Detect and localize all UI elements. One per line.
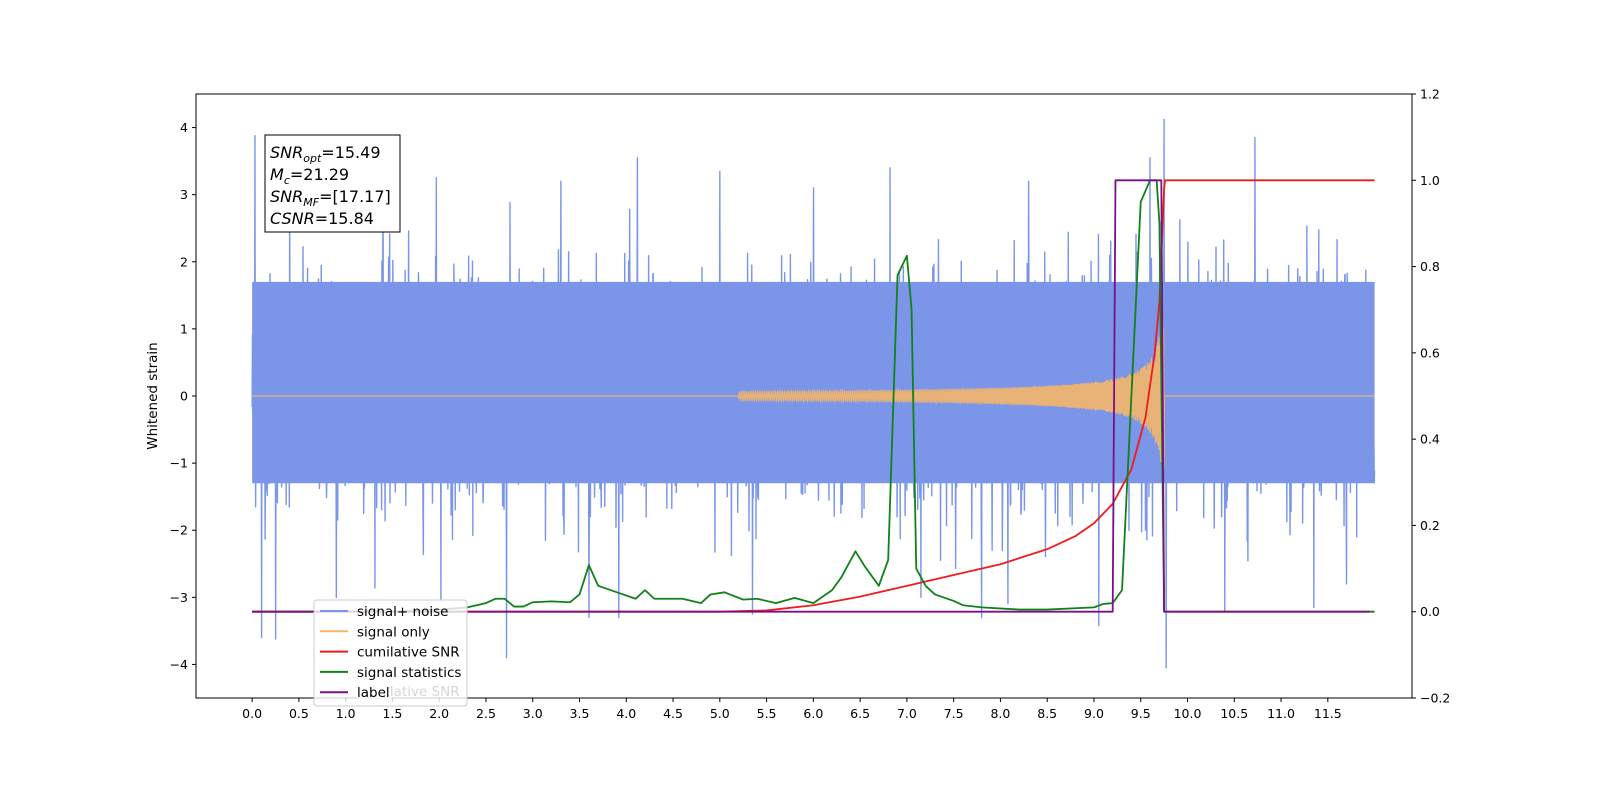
y2-tick-label: −0.2 — [1420, 691, 1450, 706]
x-tick-label: 9.0 — [1084, 706, 1104, 721]
legend-label: cumilative SNR — [357, 645, 460, 661]
x-tick-label: 5.5 — [757, 706, 777, 721]
y-tick-label: 3 — [180, 187, 188, 202]
series-signal-noise-band — [252, 281, 1375, 484]
annotation-line: CSNR=15.84 — [270, 209, 374, 228]
annotation-line: SNRopt=15.49 — [270, 143, 381, 165]
x-tick-label: 6.5 — [850, 706, 870, 721]
y-tick-label: 2 — [180, 254, 188, 269]
y-axis-label: Whitened strain — [145, 342, 161, 449]
x-tick-label: 7.5 — [944, 706, 964, 721]
x-tick-label: 4.0 — [616, 706, 636, 721]
x-tick-label: 1.5 — [382, 706, 402, 721]
x-tick-label: 4.5 — [663, 706, 683, 721]
plot-area — [251, 118, 1376, 669]
y-tick-label: −1 — [170, 456, 188, 471]
legend-label: signal only — [357, 624, 430, 640]
x-tick-label: 2.0 — [429, 706, 449, 721]
y2-tick-label: 0.8 — [1420, 259, 1440, 274]
x-tick-label: 3.0 — [523, 706, 543, 721]
x-tick-label: 11.5 — [1314, 706, 1342, 721]
y-tick-label: 1 — [180, 321, 188, 336]
y2-tick-label: 0.0 — [1420, 604, 1440, 619]
x-tick-label: 10.0 — [1174, 706, 1202, 721]
y-tick-label: −3 — [170, 590, 188, 605]
y2-tick-label: 0.2 — [1420, 518, 1440, 533]
legend-frame — [313, 599, 468, 707]
x-tick-label: 3.5 — [570, 706, 590, 721]
x-tick-label: 0.5 — [289, 706, 309, 721]
annotation-line: Mc=21.29 — [270, 165, 349, 187]
y2-tick-label: 0.4 — [1420, 432, 1440, 447]
legend-label: signal+ noise — [357, 604, 448, 620]
y-tick-label: 4 — [180, 120, 188, 135]
series-label-line — [252, 179, 1370, 613]
legend-ghost-cover — [357, 683, 391, 701]
y2-tick-label: 1.0 — [1420, 173, 1440, 188]
y2-tick-label: 0.6 — [1420, 345, 1440, 360]
series-signal-statistics-line — [252, 179, 1375, 613]
x-tick-label: 1.0 — [336, 706, 356, 721]
y-tick-label: 0 — [180, 389, 188, 404]
x-tick-label: 7.0 — [897, 706, 917, 721]
y-tick-label: −2 — [170, 523, 188, 538]
x-tick-label: 9.5 — [1131, 706, 1151, 721]
stats-annotation: SNRopt=15.49Mc=21.29SNRMF=[17.17]CSNR=15… — [264, 134, 401, 233]
x-tick-label: 2.5 — [476, 706, 496, 721]
x-tick-label: 0.0 — [242, 706, 262, 721]
x-tick-label: 8.0 — [990, 706, 1010, 721]
x-tick-label: 10.5 — [1220, 706, 1248, 721]
x-tick-label: 5.0 — [710, 706, 730, 721]
y2-tick-label: 1.2 — [1420, 87, 1440, 102]
annotation-line: SNRMF=[17.17] — [270, 187, 391, 209]
x-tick-label: 8.5 — [1037, 706, 1057, 721]
series-signal-only-line — [252, 317, 1375, 477]
x-tick-label: 6.0 — [803, 706, 823, 721]
x-tick-label: 11.0 — [1267, 706, 1295, 721]
legend-label: signal statistics — [357, 665, 461, 681]
annotation-box — [264, 134, 401, 233]
y-tick-label: −4 — [170, 657, 188, 672]
legend-label: label — [357, 685, 390, 701]
